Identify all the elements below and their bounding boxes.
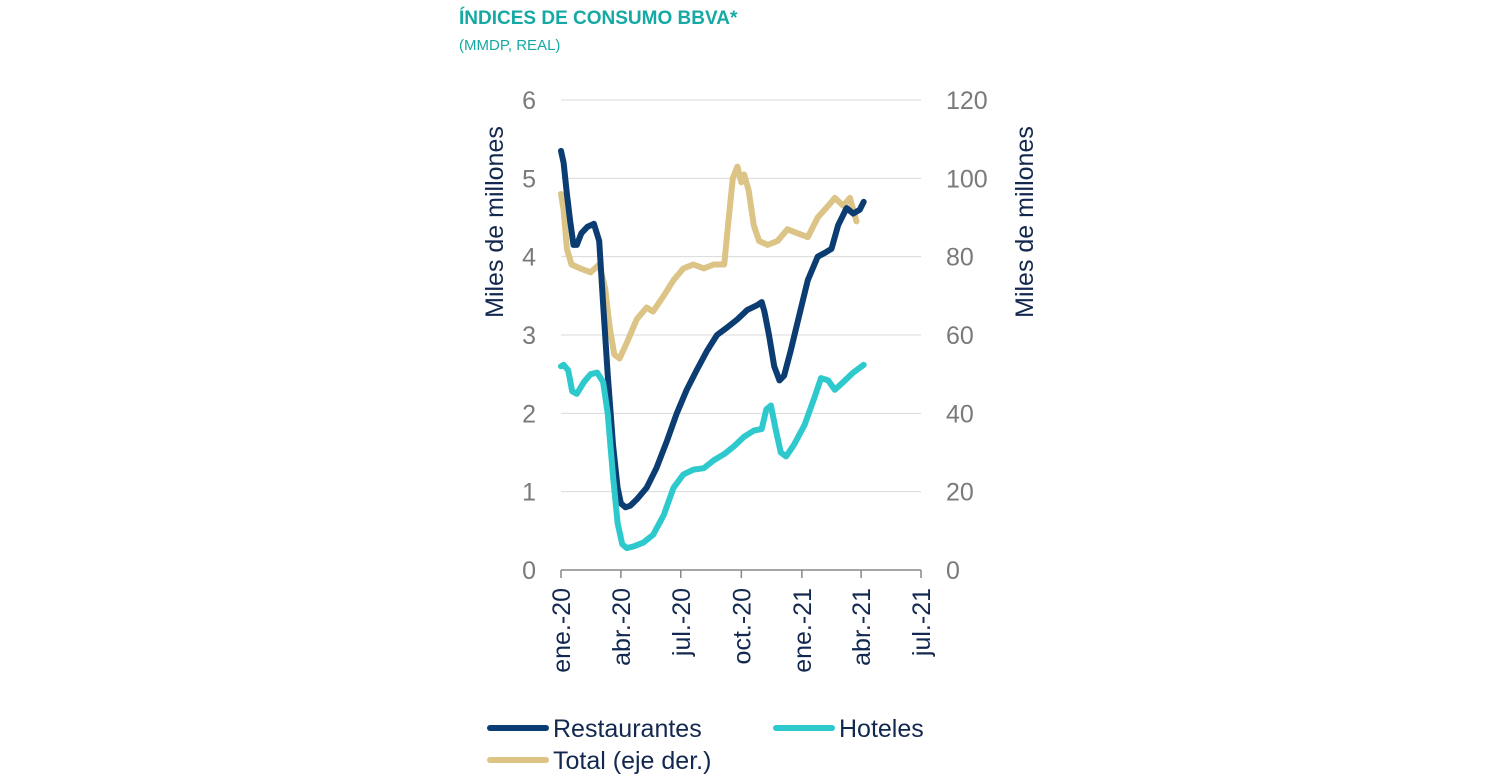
legend-label: Total (eje der.): [553, 747, 711, 775]
series-line-1: [558, 361, 867, 552]
y-axis-left: 0 1 2 3 4 5 6: [522, 87, 536, 585]
legend: Restaurantes Hoteles Total (eje der.): [487, 715, 924, 775]
y-left-tick-label: 5: [522, 165, 536, 193]
y-left-tick-label: 2: [522, 400, 536, 428]
series-lines: [558, 147, 867, 552]
x-tick-label: ene.-20: [548, 588, 576, 673]
series-line-0: [558, 147, 867, 511]
y-left-tick-label: 6: [522, 87, 536, 115]
y-right-tick-label: 100: [946, 165, 988, 193]
legend-label: Hoteles: [839, 715, 924, 743]
y-axis-left-label: Miles de millones: [481, 126, 509, 318]
y-right-tick-label: 40: [946, 400, 974, 428]
x-tick-label: oct.-20: [728, 588, 756, 664]
legend-label: Restaurantes: [553, 715, 702, 743]
x-axis: ene.-20 abr.-20 jul.-20 oct.-20 ene.-21 abr.-…: [548, 570, 936, 673]
chart-title: ÍNDICES DE CONSUMO BBVA*: [459, 8, 738, 29]
y-right-tick-label: 60: [946, 322, 974, 350]
y-right-tick-label: 20: [946, 479, 974, 507]
y-left-tick-label: 0: [522, 557, 536, 585]
x-tick-label: jul.-20: [668, 588, 696, 657]
y-left-tick-label: 4: [522, 244, 536, 272]
y-axis-right: 0 20 40 60 80 100 120: [946, 87, 988, 585]
x-tick-label: abr.-21: [848, 588, 876, 666]
y-left-tick-label: 1: [522, 479, 536, 507]
y-right-tick-label: 0: [946, 557, 960, 585]
y-left-tick-label: 3: [522, 322, 536, 350]
y-axis-right-label: Miles de millones: [1011, 126, 1039, 318]
y-right-tick-label: 80: [946, 244, 974, 272]
x-tick-label: ene.-21: [789, 588, 817, 673]
x-tick-label: jul.-21: [908, 588, 936, 657]
x-tick-label: abr.-20: [608, 588, 636, 666]
chart-subtitle: (MMDP, REAL): [459, 37, 561, 54]
y-right-tick-label: 120: [946, 87, 988, 115]
